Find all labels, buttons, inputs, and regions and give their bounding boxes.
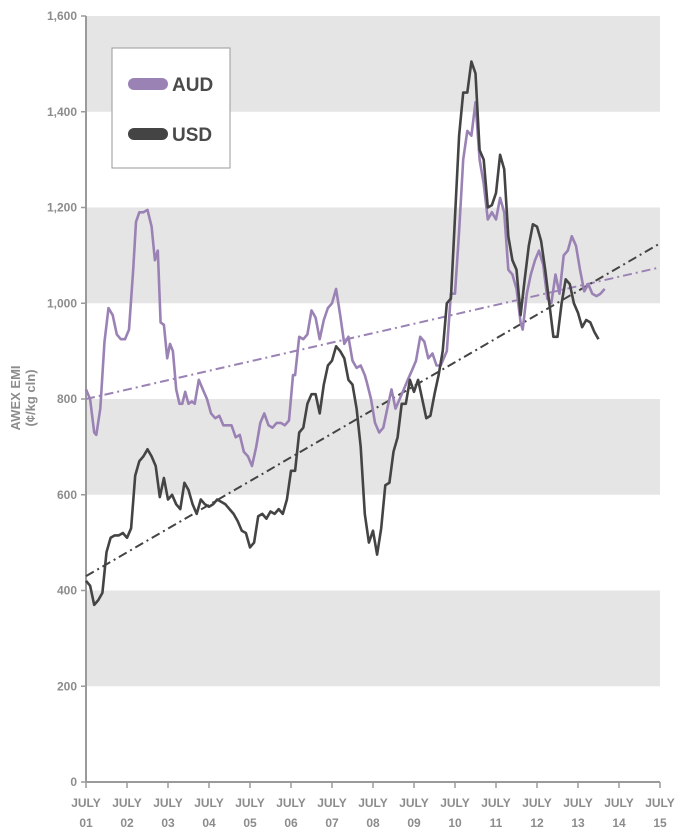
x-axis-ticks: JULY 01 JULY 02 JULY 03 JULY 04 JULY 05 JULY 06 JULY… [71, 782, 675, 830]
y-tick-label: 600 [57, 488, 77, 502]
x-tick-label-bottom: 03 [161, 816, 175, 830]
x-tick-label-top: JULY [440, 796, 470, 810]
series-line-aud [84, 100, 606, 468]
y-axis-label-line1: AWEX EMI [8, 365, 23, 430]
y-tick-label: 0 [70, 775, 77, 789]
x-tick-label-top: JULY [235, 796, 265, 810]
x-tick-label-top: JULY [358, 796, 388, 810]
x-tick-label-bottom: 06 [284, 816, 298, 830]
x-tick-label-top: JULY [563, 796, 593, 810]
x-tick-label-bottom: 05 [243, 816, 257, 830]
legend: AUD USD [111, 47, 231, 169]
x-tick-label-top: JULY [645, 796, 675, 810]
x-tick-label-bottom: 01 [79, 816, 93, 830]
x-tick-label-top: JULY [317, 796, 347, 810]
x-tick-label-bottom: 14 [612, 816, 626, 830]
legend-box [111, 47, 231, 169]
y-tick-label: 400 [57, 584, 77, 598]
grey-band-2 [86, 207, 660, 304]
y-tick-label: 1,400 [47, 105, 77, 119]
y-tick-label: 1,200 [47, 201, 77, 215]
x-tick-label-bottom: 13 [571, 816, 585, 830]
trendline-aud [85, 266, 661, 400]
x-tick-label-bottom: 02 [120, 816, 134, 830]
y-axis-label: AWEX EMI (¢/kg cln) [8, 365, 38, 430]
legend-label-aud: AUD [172, 75, 213, 96]
x-tick-label-bottom: 11 [490, 816, 503, 830]
y-tick-label: 1,000 [47, 296, 77, 310]
x-tick-label-bottom: 04 [202, 816, 216, 830]
x-tick-label-bottom: 12 [530, 816, 544, 830]
x-tick-label-top: JULY [399, 796, 429, 810]
x-tick-label-top: JULY [71, 796, 101, 810]
x-tick-label-bottom: 08 [366, 816, 380, 830]
x-tick-label-top: JULY [276, 796, 306, 810]
x-tick-label-bottom: 09 [407, 816, 421, 830]
y-tick-label: 200 [57, 679, 77, 693]
x-tick-label-bottom: 15 [653, 816, 667, 830]
legend-label-usd: USD [172, 125, 212, 146]
x-tick-label-top: JULY [522, 796, 552, 810]
y-axis-label-line2: (¢/kg cln) [23, 369, 38, 426]
y-tick-label: 800 [57, 392, 77, 406]
x-tick-label-bottom: 10 [448, 816, 462, 830]
series-line-usd [85, 60, 600, 607]
x-tick-label-top: JULY [481, 796, 511, 810]
x-tick-label-top: JULY [604, 796, 634, 810]
x-tick-label-top: JULY [153, 796, 183, 810]
x-tick-label-top: JULY [112, 796, 142, 810]
y-axis-ticks: 0 200 400 600 800 1,000 1,200 1,400 1,600 [47, 9, 86, 789]
x-tick-label-bottom: 07 [325, 816, 339, 830]
grey-band-0 [86, 590, 660, 687]
x-tick-label-top: JULY [194, 796, 224, 810]
y-tick-label: 1,600 [47, 9, 77, 23]
series-lines [84, 60, 606, 607]
